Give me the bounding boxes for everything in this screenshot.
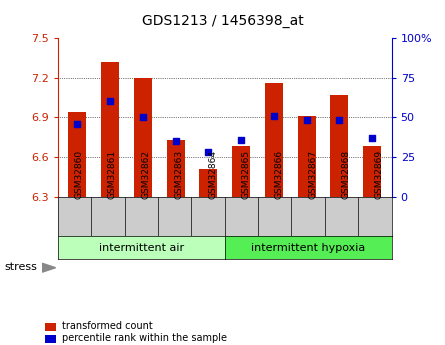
Point (172, 138, 179, 144)
Bar (166, 140, 185, 197)
Bar (363, 146, 381, 197)
Point (139, 115, 146, 120)
Text: GSM32862: GSM32862 (142, 150, 150, 199)
Point (303, 118, 310, 123)
Point (205, 149, 212, 155)
Bar (199, 169, 217, 197)
Text: GDS1213 / 1456398_at: GDS1213 / 1456398_at (142, 13, 303, 28)
Text: GSM32864: GSM32864 (208, 150, 217, 199)
Text: intermittent air: intermittent air (99, 243, 184, 253)
Text: GSM32860: GSM32860 (75, 149, 84, 199)
Bar (265, 83, 283, 197)
Text: GSM32867: GSM32867 (308, 149, 317, 199)
Text: GSM32863: GSM32863 (174, 149, 184, 199)
Bar (69, 112, 86, 197)
Text: GSM32866: GSM32866 (275, 149, 284, 199)
Point (270, 113, 277, 118)
Bar (298, 116, 316, 197)
Text: intermittent hypoxia: intermittent hypoxia (251, 243, 365, 253)
Bar (101, 62, 119, 197)
Bar (232, 146, 250, 197)
Text: stress: stress (4, 263, 37, 272)
Text: percentile rank within the sample: percentile rank within the sample (62, 333, 227, 343)
Text: GSM32868: GSM32868 (342, 149, 351, 199)
Bar (134, 78, 152, 197)
Point (368, 135, 376, 141)
Text: GSM32865: GSM32865 (241, 149, 251, 199)
Point (107, 99, 114, 104)
Polygon shape (42, 263, 56, 272)
Point (74, 121, 81, 126)
Text: transformed count: transformed count (62, 321, 153, 331)
Text: GSM32869: GSM32869 (375, 149, 384, 199)
Bar (330, 95, 348, 197)
Text: GSM32861: GSM32861 (108, 149, 117, 199)
Point (336, 118, 343, 123)
Point (238, 137, 245, 142)
